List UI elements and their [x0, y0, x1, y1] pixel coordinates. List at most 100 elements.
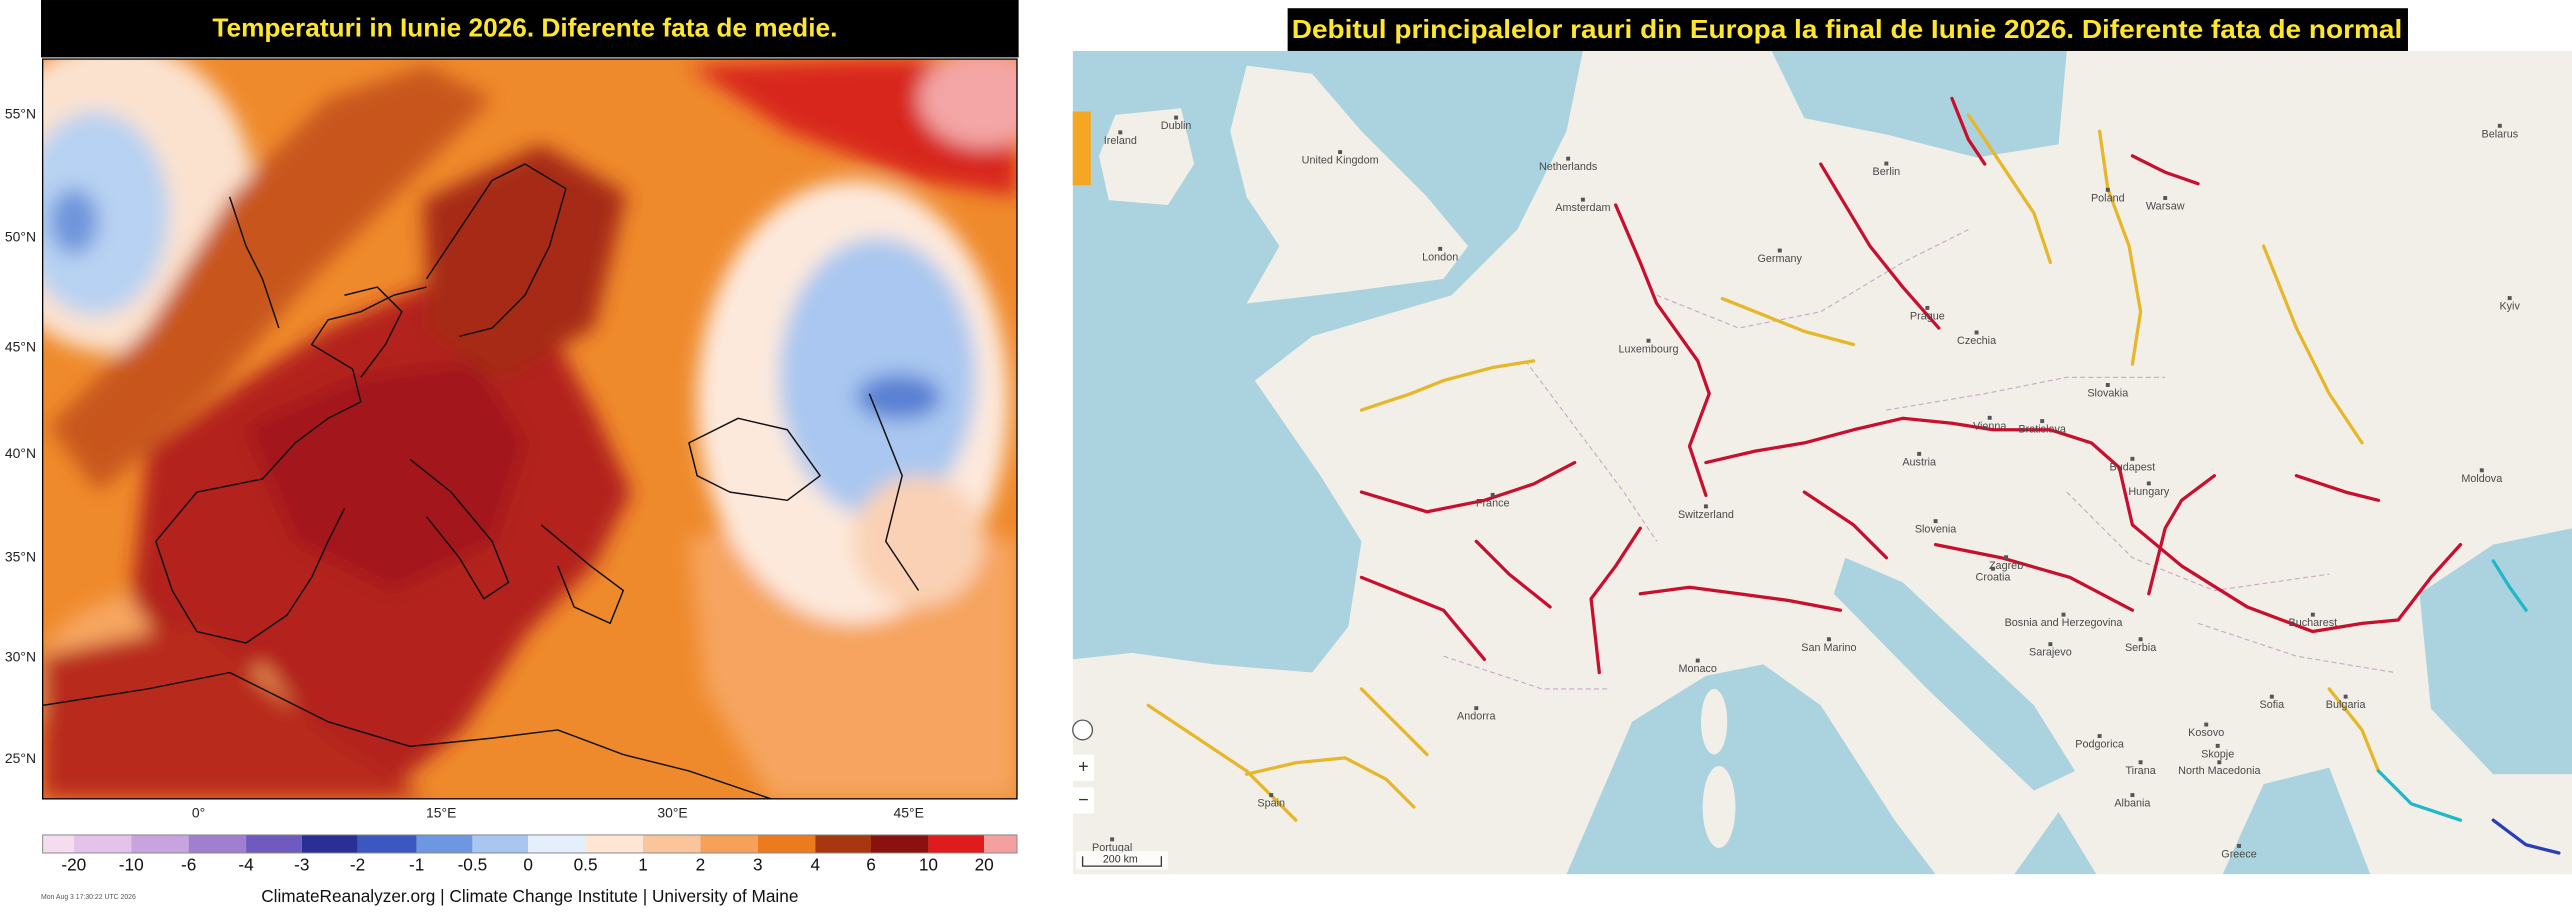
title-bar — [41, 0, 1019, 58]
place-label: Sarajevo — [2029, 647, 2072, 659]
colorbar-label: -2 — [350, 855, 365, 875]
place-label: Kyiv — [2499, 301, 2520, 313]
place-label: Amsterdam — [1555, 202, 1610, 214]
place-label: Bosnia and Herzegovina — [2005, 617, 2124, 629]
city-marker — [2138, 637, 2143, 642]
place-label: Switzerland — [1678, 509, 1734, 521]
colorbar-segment — [301, 834, 358, 853]
river-map: Ireland Dublin United Kingdom London Netherl… — [1072, 50, 2572, 875]
colorbar-label: 20 — [975, 855, 994, 875]
place-label: Podgorica — [2075, 739, 2125, 751]
colorbar-segment — [700, 834, 758, 853]
zoom-out-button[interactable] — [1072, 787, 1095, 814]
scale-bar-label: 200 km — [1103, 853, 1138, 865]
colorbar-segment — [357, 834, 417, 853]
city-marker — [1490, 492, 1495, 497]
longitude-label: 15°E — [426, 804, 456, 820]
colorbar-segment — [42, 834, 74, 853]
place-label: Ireland — [1104, 135, 1137, 147]
colorbar-segment — [984, 834, 1017, 853]
colorbar-segment — [585, 834, 643, 853]
left-title: Temperaturi in Iunie 2026. Diferente fat… — [212, 12, 837, 42]
longitude-label: 30°E — [657, 804, 687, 820]
zoom-out[interactable]: − — [1078, 789, 1089, 809]
place-label: France — [1476, 497, 1510, 509]
colorbar-segment — [757, 834, 816, 853]
place-label: Dublin — [1161, 120, 1192, 132]
colorbar-label: -6 — [181, 855, 196, 875]
city-marker — [1925, 305, 1930, 310]
place-label: Czechia — [1957, 335, 1997, 347]
latitude-label: 45°N — [5, 338, 36, 354]
place-label: Berlin — [1873, 166, 1901, 178]
anomaly-map — [42, 59, 1017, 799]
city-marker — [2130, 456, 2135, 461]
colorbar-segment — [73, 834, 132, 853]
city-marker — [2163, 196, 2168, 200]
city-marker — [1174, 115, 1179, 120]
city-marker — [2130, 793, 2135, 798]
city-marker — [2105, 383, 2110, 387]
globe-button[interactable] — [1072, 719, 1094, 741]
colorbar-label: 1 — [638, 855, 648, 875]
side-tab[interactable] — [1072, 111, 1091, 186]
city-marker — [1991, 566, 1995, 571]
longitude-label: 45°E — [894, 804, 924, 820]
city-marker — [2497, 123, 2502, 128]
temperature-panel: Temperaturi in Iunie 2026. Diferente fat… — [5, 0, 1019, 906]
colorbar-label: 0.5 — [574, 855, 598, 875]
city-marker — [2146, 481, 2151, 486]
latitude-labels: 55°N 50°N 45°N 40°N 35°N 30°N 25°N — [5, 106, 36, 767]
city-marker — [2048, 642, 2053, 647]
place-label: Greece — [2221, 848, 2256, 860]
place-label: Portugal — [1092, 842, 1132, 854]
place-label: Vienna — [1973, 420, 2007, 432]
map-frame — [41, 58, 1018, 800]
seas — [1072, 50, 2572, 875]
colorbar-label: -4 — [238, 855, 254, 875]
river-panel: Debitul principalelor rauri din Europa l… — [1072, 8, 2572, 875]
city-marker — [1703, 504, 1708, 509]
city-marker — [1118, 130, 1123, 135]
city-marker — [2479, 468, 2484, 473]
place-label: Skopje — [2201, 748, 2234, 760]
longitude-label: 0° — [192, 804, 205, 820]
city-marker — [1695, 658, 1700, 663]
scale-bar-box — [1076, 851, 1168, 870]
colorbar-label: 3 — [753, 855, 763, 875]
city-marker — [2061, 612, 2066, 617]
place-label: Kosovo — [2188, 727, 2224, 739]
colorbar-label: -1 — [409, 855, 424, 875]
place-label: Bucharest — [2288, 617, 2337, 629]
city-marker — [2343, 694, 2348, 699]
place-label: Monaco — [1678, 663, 1716, 675]
city-marker — [2040, 419, 2045, 424]
city-marker — [1917, 451, 1922, 456]
timestamp: Mon Aug 3 17:30:22 UTC 2026 — [41, 894, 136, 901]
colorbar-segment — [246, 834, 302, 853]
city-marker — [2310, 612, 2315, 617]
footer: ClimateReanalyzer.org | Climate Change I… — [261, 886, 798, 906]
colorbar-label: 2 — [696, 855, 706, 875]
city-marker — [1933, 519, 1938, 524]
latitude-label: 40°N — [5, 445, 36, 461]
colorbar-segment — [871, 834, 929, 853]
city-marker — [1438, 246, 1443, 251]
place-labels: Ireland Dublin United Kingdom London Netherl… — [1092, 115, 2520, 860]
place-label: Albania — [2114, 798, 2151, 810]
place-label: Andorra — [1457, 711, 1496, 723]
colorbar-label: 4 — [810, 855, 820, 875]
city-marker — [2507, 296, 2512, 301]
place-label: Bulgaria — [2326, 699, 2367, 711]
zoom-in-button[interactable] — [1072, 754, 1095, 781]
place-label: Luxembourg — [1618, 343, 1678, 355]
city-marker — [1110, 837, 1115, 842]
city-marker — [1884, 161, 1889, 166]
city-marker — [1826, 637, 1831, 642]
place-label: Hungary — [2128, 486, 2169, 498]
zoom-controls: + − — [1072, 754, 1095, 814]
place-label: North Macedonia — [2178, 765, 2261, 777]
latitude-label: 25°N — [5, 750, 36, 766]
zoom-in[interactable]: + — [1078, 756, 1089, 776]
